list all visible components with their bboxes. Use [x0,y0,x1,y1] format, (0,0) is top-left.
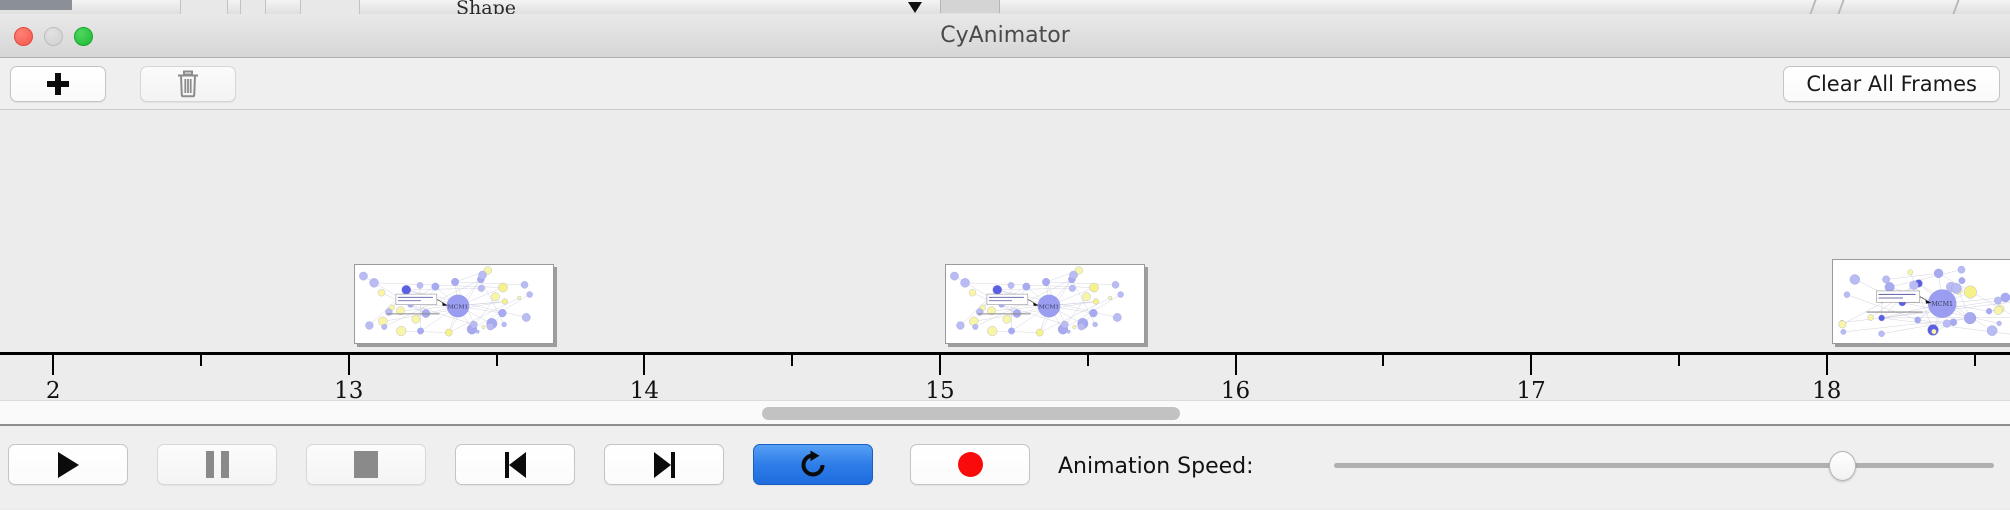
axis-tick-label: 16 [1220,378,1251,400]
axis-tick-major [1234,355,1237,375]
play-icon [57,451,79,478]
axis-tick-major [1530,355,1533,375]
svg-text:MCM1: MCM1 [1039,303,1059,310]
stop-icon [354,451,378,478]
animation-speed-label: Animation Speed: [1058,454,1254,479]
axis-tick-label: 18 [1812,378,1842,400]
stop-button[interactable] [306,444,426,485]
cyanimator-window: CyAnimator Clear All Frames MCM1 MCM1 MCM1… [0,14,2010,510]
delete-frame-button[interactable] [140,66,236,102]
record-icon [957,452,983,477]
close-button[interactable] [14,27,33,46]
axis-tick-minor [1086,355,1089,366]
network-thumbnail-image: MCM1 [354,265,553,343]
animation-speed-slider[interactable] [1334,444,1994,486]
background-marker-icon [908,2,922,13]
axis-tick-minor [200,355,202,366]
background-tab-fragment [300,0,360,14]
timeline-scrollbar-thumb[interactable] [761,407,1180,420]
axis-tick-label: 2 [45,378,61,400]
clear-all-frames-button[interactable]: Clear All Frames [1783,66,2000,102]
frame-toolbar: Clear All Frames [0,58,2010,110]
record-button[interactable] [910,444,1030,485]
axis-tick-minor [1973,355,1976,366]
loop-button[interactable] [753,444,873,485]
svg-text:MCM1: MCM1 [448,303,468,310]
minimize-button[interactable] [44,27,63,46]
axis-tick-major [938,355,941,375]
axis-tick-label: 17 [1516,378,1546,400]
axis-tick-major [1825,355,1828,375]
frame-thumbnail[interactable]: MCM1 [1831,259,2010,344]
axis-tick-minor [1382,355,1385,366]
slider-knob[interactable] [1829,451,1857,481]
frame-thumbnail[interactable]: MCM1 [353,264,554,344]
axis-tick-major [347,355,350,375]
timeline-scrollbar[interactable] [0,400,2010,426]
axis-tick-minor [1677,355,1680,366]
frame-thumbnail[interactable]: MCM1 [944,264,1145,344]
pause-button[interactable] [157,444,277,485]
axis-tick-major [643,355,646,375]
pause-icon [205,451,229,478]
slider-track [1334,463,1994,468]
next-frame-button[interactable] [604,444,724,485]
network-thumbnail-image: MCM1 [1832,260,2010,343]
window-title: CyAnimator [940,23,1070,48]
window-controls [14,27,93,46]
loop-icon [801,450,825,476]
background-titlebar-fragment [0,0,72,10]
plus-icon [47,73,69,95]
svg-text:MCM1: MCM1 [1931,301,1953,308]
trash-icon [178,70,198,98]
background-divider [1837,0,1845,14]
background-divider [1952,0,1960,14]
add-frame-button[interactable] [10,66,106,102]
background-divider [1809,0,1817,14]
background-app-label: Shape [456,0,516,14]
background-tab-fragment [240,0,266,14]
axis-tick-label: 14 [629,378,660,400]
axis-tick-minor [791,355,794,366]
zoom-button[interactable] [74,27,93,46]
skip-back-icon [504,451,526,478]
network-thumbnail-image: MCM1 [945,265,1144,343]
window-titlebar: CyAnimator [0,14,2010,58]
background-tab-fragment [180,0,228,14]
axis-tick-label: 13 [334,378,364,400]
play-button[interactable] [8,444,128,485]
timeline-axis-line [0,352,2010,355]
background-window-sliver: Shape [0,0,2010,14]
skip-forward-icon [653,451,675,478]
previous-frame-button[interactable] [455,444,575,485]
axis-tick-major [52,355,55,375]
playback-toolbar: Animation Speed: [0,426,2010,508]
background-button-fragment [940,0,1000,13]
axis-tick-minor [495,355,498,366]
axis-tick-label: 15 [925,378,955,400]
